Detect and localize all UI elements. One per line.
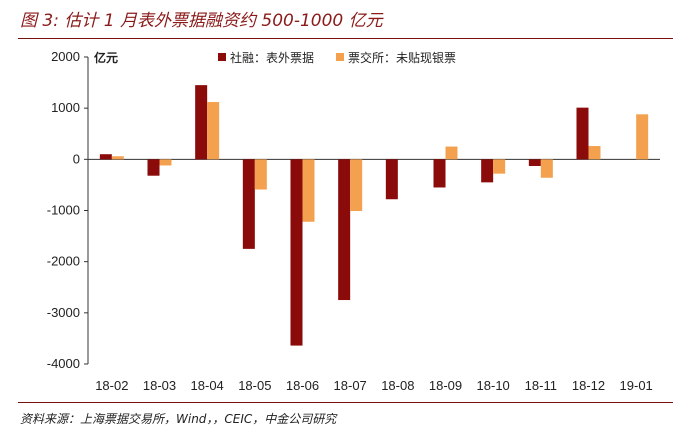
bar-series-1 (242, 159, 255, 249)
x-tick-label: 19-01 (620, 378, 653, 393)
y-tick-label: -2000 (47, 254, 80, 269)
x-tick-label: 18-10 (477, 378, 510, 393)
legend-swatch-1 (218, 53, 226, 61)
bar-series-2 (636, 114, 649, 160)
bar-series-1 (290, 159, 303, 346)
x-tick-label: 18-05 (238, 378, 271, 393)
bar-series-1 (195, 85, 208, 160)
x-tick-label: 18-04 (191, 378, 224, 393)
x-tick-label: 18-06 (286, 378, 319, 393)
source-note: 资料来源：上海票据交易所，Wind，，CEIC，中金公司研究 (20, 412, 337, 426)
y-tick-label: -4000 (47, 356, 80, 371)
x-tick-label: 18-03 (143, 378, 176, 393)
bar-series-1 (528, 159, 541, 166)
bar-series-1 (99, 154, 112, 160)
y-tick-label: -3000 (47, 305, 80, 320)
y-axis-unit: 亿元 (94, 50, 118, 65)
bar-series-2 (159, 159, 172, 166)
figure-title: 图 3: 估计 1 月表外票据融资约 500-1000 亿元 (20, 11, 383, 31)
bar-series-1 (147, 159, 160, 176)
x-tick-label: 18-07 (334, 378, 367, 393)
y-tick-label: 1000 (51, 100, 80, 115)
bar-series-2 (493, 159, 506, 174)
bar-series-2 (111, 156, 124, 160)
x-tick-label: 18-08 (381, 378, 414, 393)
y-tick-label: 2000 (51, 49, 80, 64)
bar-series-2 (207, 102, 220, 160)
source-rule (18, 402, 673, 403)
bar-series-2 (254, 159, 267, 190)
bar-series-2 (588, 146, 601, 160)
bar-series-1 (385, 159, 398, 200)
y-tick-label: 0 (73, 151, 80, 166)
bar-series-1 (481, 159, 494, 183)
legend-label-2: 票交所：未贴现银票 (348, 50, 456, 65)
bar-series-2 (540, 159, 553, 178)
x-tick-label: 18-11 (525, 378, 557, 393)
bar-series-1 (576, 107, 589, 160)
legend-swatch-2 (336, 53, 344, 61)
bar-series-1 (433, 159, 446, 188)
x-tick-label: 18-02 (95, 378, 128, 393)
y-tick-label: -1000 (47, 203, 80, 218)
bar-series-1 (338, 159, 351, 301)
bar-series-2 (350, 159, 363, 212)
title-rule (18, 38, 673, 39)
legend-label-1: 社融：表外票据 (230, 50, 314, 65)
x-tick-label: 18-12 (572, 378, 605, 393)
x-tick-label: 18-09 (429, 378, 462, 393)
bar-series-2 (445, 146, 458, 160)
bar-series-2 (302, 159, 315, 222)
